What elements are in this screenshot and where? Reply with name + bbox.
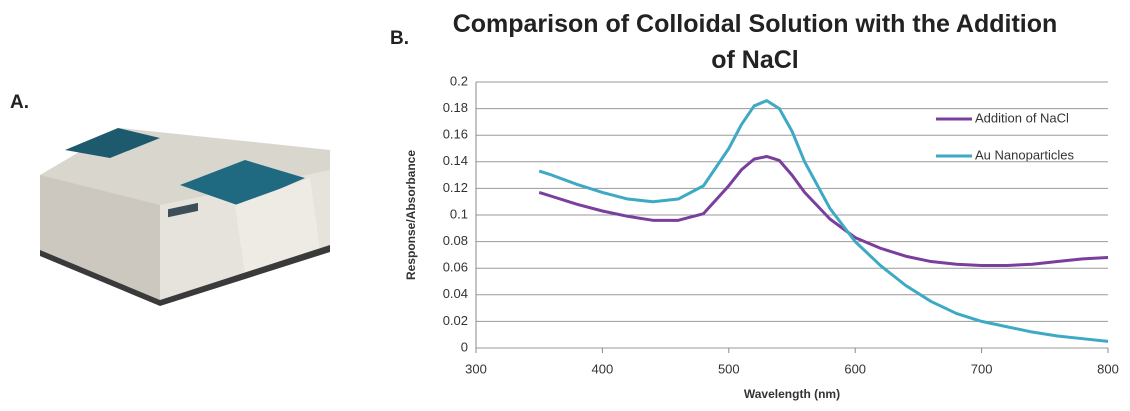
y-tick-label: 0.04 [443,286,468,301]
y-axis-label: Response/Absorbance [404,150,418,280]
y-tick-label: 0.2 [450,73,468,88]
data-line [538,99,1109,343]
panel-label: B. [390,28,409,49]
x-axis-label: Wavelength (nm) [744,387,840,401]
y-tick-label: 0.02 [443,313,468,328]
x-tick-label: 700 [971,361,993,376]
y-tick-label: 0.08 [443,233,468,248]
y-tick-label: 0.1 [450,206,468,221]
x-tick-label: 300 [465,361,487,376]
data-line [538,154,1109,268]
y-tick-label: 0.16 [443,127,468,142]
legend: Addition of NaCl Au Nanoparticles [936,110,1074,162]
spectrophotometer-photo [40,128,330,306]
x-tick-label: 500 [718,361,740,376]
y-tick-label: 0.14 [443,153,468,168]
y-tick-label: 0.06 [443,260,468,275]
y-tick-label: 0.12 [443,180,468,195]
y-tick-label: 0.18 [443,100,468,115]
legend-label: Addition of NaCl [975,110,1069,125]
panel-label: A. [10,92,29,113]
chart-title: Comparison of Colloidal Solution with th… [452,10,1058,74]
x-tick-label: 400 [592,361,614,376]
y-tick-label: 0 [461,339,468,354]
x-tick-label: 600 [844,361,866,376]
legend-label: Au Nanoparticles [975,147,1074,162]
x-tick-label: 800 [1097,361,1119,376]
